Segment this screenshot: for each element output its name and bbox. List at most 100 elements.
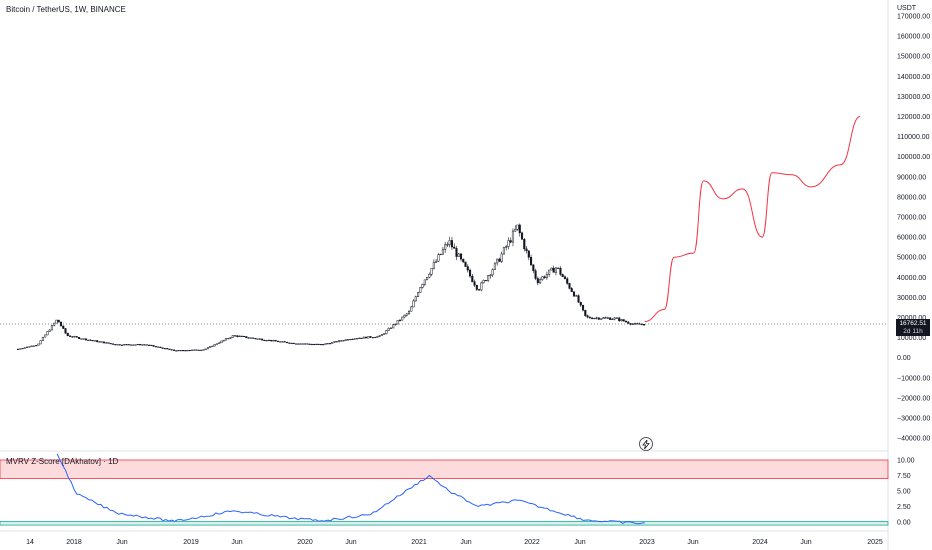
candle-body — [591, 318, 593, 319]
candle-body — [144, 345, 146, 346]
price-axis-label: 90000.00 — [897, 174, 926, 181]
candle-body — [573, 292, 575, 296]
indicator-axis-label: 10.00 — [897, 458, 915, 465]
candle-body — [481, 283, 483, 290]
time-axis-label: Jun — [687, 539, 698, 546]
price-axis-label: 30000.00 — [897, 295, 926, 302]
candle-body — [569, 283, 571, 288]
candle-body — [329, 343, 331, 344]
candle-body — [361, 338, 363, 339]
candle-body — [60, 322, 62, 326]
candle-body — [383, 334, 385, 335]
candle-body — [594, 318, 596, 319]
candle-body — [605, 318, 607, 319]
candle-body — [395, 324, 397, 325]
candle-body — [119, 345, 121, 346]
candle-body — [426, 277, 428, 280]
last-price-value: 16762.51 — [896, 320, 930, 328]
candle-body — [268, 340, 270, 341]
candle-body — [162, 348, 164, 349]
candle-body — [65, 329, 67, 334]
candle-body — [585, 310, 587, 315]
time-axis-label: Jun — [800, 539, 811, 546]
time-axis-label: 2018 — [66, 539, 82, 546]
candle-body — [501, 254, 503, 262]
candle-body — [467, 267, 469, 271]
price-axis-label: 100000.00 — [897, 154, 930, 161]
candle-body — [252, 338, 254, 339]
candle-body — [368, 336, 370, 338]
candle-body — [311, 344, 313, 345]
candle-body — [566, 279, 568, 284]
alert-button[interactable] — [639, 437, 653, 451]
candle-body — [519, 225, 521, 233]
candle-body — [359, 338, 361, 339]
last-price-badge: 16762.51 2d 11h — [896, 319, 930, 336]
candle-body — [598, 318, 600, 319]
candle-body — [44, 335, 46, 337]
candle-body — [94, 341, 96, 342]
candle-body — [246, 336, 248, 337]
candle-body — [313, 344, 315, 345]
candle-body — [345, 340, 347, 341]
candle-body — [191, 350, 193, 351]
time-axis-label: Jun — [231, 539, 242, 546]
candle-body — [24, 348, 26, 349]
candle-body — [596, 318, 598, 319]
candle-body — [343, 341, 345, 342]
price-axis-label: 0.00 — [897, 355, 911, 362]
candle-body — [90, 340, 92, 341]
candle-body — [386, 331, 388, 334]
candle-body — [408, 311, 410, 314]
candle-body — [103, 342, 105, 343]
candle-body — [630, 323, 632, 324]
candle-body — [282, 342, 284, 343]
candle-body — [578, 296, 580, 303]
candle-body — [372, 337, 374, 338]
candle-body — [239, 336, 241, 337]
time-axis[interactable]: 14 2018 Jun 2019 Jun 2020 Jun 2021 Jun 2022 Jun 202… — [26, 539, 883, 546]
candle-body — [53, 323, 55, 325]
candle-body — [442, 249, 444, 254]
candle-body — [618, 318, 620, 321]
price-axis-label: 150000.00 — [897, 54, 930, 61]
candle-body — [625, 321, 627, 322]
candle-body — [627, 322, 629, 323]
candle-body — [413, 301, 415, 307]
candle-body — [431, 268, 433, 274]
candle-body — [178, 350, 180, 351]
time-axis-label: Jun — [345, 539, 356, 546]
price-axis[interactable]: 170000.00 160000.00 150000.00 140000.00 1300… — [897, 14, 930, 443]
candle-body — [363, 337, 365, 338]
candle-body — [472, 276, 474, 282]
candle-body — [433, 263, 435, 269]
candle-body — [571, 288, 573, 291]
candle-body — [200, 350, 202, 351]
candle-body — [275, 340, 277, 341]
time-axis-label: 2019 — [183, 539, 199, 546]
symbol-title[interactable]: Bitcoin / TetherUS, 1W, BINANCE — [6, 5, 126, 14]
candle-body — [87, 340, 89, 341]
candle-body — [404, 315, 406, 317]
candle-body — [410, 307, 412, 311]
price-axis-label: 60000.00 — [897, 235, 926, 242]
candle-body — [564, 277, 566, 279]
price-axis-label: 80000.00 — [897, 194, 926, 201]
candle-body — [236, 336, 238, 337]
candle-body — [139, 344, 141, 345]
candle-body — [526, 249, 528, 251]
candle-body — [523, 239, 525, 249]
candle-body — [336, 341, 338, 342]
candle-body — [78, 337, 80, 338]
candle-body — [365, 337, 367, 338]
candle-body — [322, 344, 324, 345]
candle-body — [76, 336, 78, 337]
indicator-axis[interactable]: 10.00 7.50 5.00 2.50 0.00 — [897, 458, 915, 527]
candle-body — [33, 346, 35, 347]
indicator-axis-label: 2.50 — [897, 504, 911, 511]
candle-body — [49, 330, 51, 332]
candle-body — [401, 317, 403, 320]
candle-body — [453, 247, 455, 248]
candle-body — [444, 245, 446, 250]
